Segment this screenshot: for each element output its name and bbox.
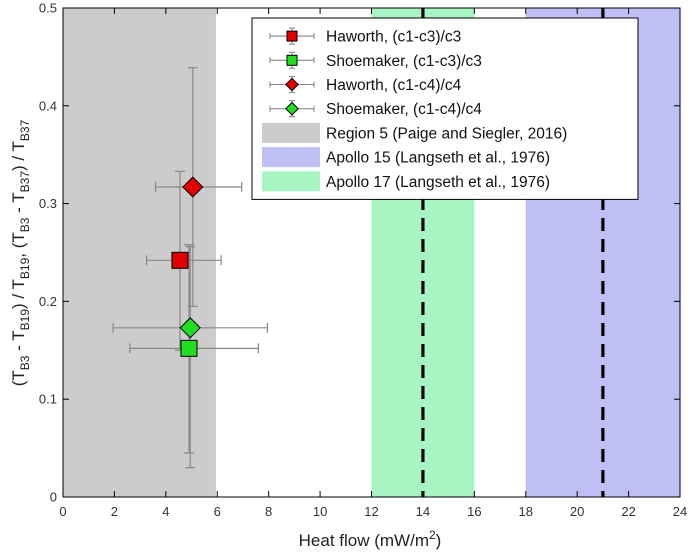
x-tick-label-9: 18 — [519, 504, 533, 519]
data-point-1 — [180, 339, 198, 357]
y-tick-label-2: 0.2 — [39, 294, 57, 309]
legend-marker-0 — [286, 30, 298, 42]
reference-lines — [421, 8, 605, 497]
legend-label-3: Shoemaker, (c1-c4)/c4 — [326, 101, 482, 118]
y-tick-label-4: 0.4 — [39, 98, 57, 113]
legend-label-1: Shoemaker, (c1-c3)/c3 — [326, 53, 482, 70]
data-point-3 — [179, 317, 201, 339]
legend-marker-2 — [285, 77, 299, 92]
y-tick-label-0: 0 — [50, 490, 57, 505]
x-tick-label-12: 24 — [673, 504, 687, 519]
y-axis-label: (TB3 - TB19) / TB19, (TB3 - TB37) / TB37 — [9, 119, 32, 386]
axis-ticks — [62, 7, 681, 498]
legend-swatch-6 — [262, 171, 320, 192]
x-tick-label-11: 22 — [621, 504, 635, 519]
data-point-0 — [171, 251, 189, 269]
x-tick-label-1: 2 — [111, 504, 118, 519]
legend-label-0: Haworth, (c1-c3)/c3 — [326, 29, 461, 46]
legend-box — [251, 17, 639, 200]
x-tick-label-6: 12 — [364, 504, 378, 519]
y-tick-label-3: 0.3 — [39, 196, 57, 211]
x-tick-label-10: 20 — [570, 504, 584, 519]
x-tick-labels: 0 2 4 6 8 10 12 14 16 18 20 22 24 — [59, 504, 687, 519]
data-point-2 — [182, 176, 204, 198]
legend-label-2: Haworth, (c1-c4)/c4 — [326, 77, 462, 94]
legend-swatch-4 — [262, 122, 320, 143]
legend-swatch-5 — [262, 147, 320, 168]
x-tick-label-0: 0 — [59, 504, 66, 519]
x-tick-label-3: 6 — [214, 504, 221, 519]
x-tick-label-8: 16 — [467, 504, 481, 519]
legend: Haworth, (c1-c3)/c3 Shoemaker, (c1-c3)/c3… — [251, 17, 639, 200]
y-tick-label-1: 0.1 — [39, 392, 57, 407]
legend-marker-1 — [286, 54, 298, 66]
x-axis-label: Heat flow (mW/m2) — [299, 528, 442, 550]
y-tick-labels: 0 0.1 0.2 0.3 0.4 0.5 — [39, 1, 57, 505]
legend-marker-3 — [285, 101, 299, 116]
x-tick-label-7: 14 — [416, 504, 430, 519]
x-tick-label-4: 8 — [265, 504, 272, 519]
legend-label-4: Region 5 (Paige and Siegler, 2016) — [326, 125, 567, 142]
y-tick-label-5: 0.5 — [39, 1, 57, 16]
data-points — [171, 176, 204, 357]
x-tick-label-5: 10 — [313, 504, 327, 519]
legend-label-6: Apollo 17 (Langseth et al., 1976) — [326, 174, 550, 191]
x-tick-label-2: 4 — [162, 504, 169, 519]
legend-label-5: Apollo 15 (Langseth et al., 1976) — [326, 150, 550, 167]
